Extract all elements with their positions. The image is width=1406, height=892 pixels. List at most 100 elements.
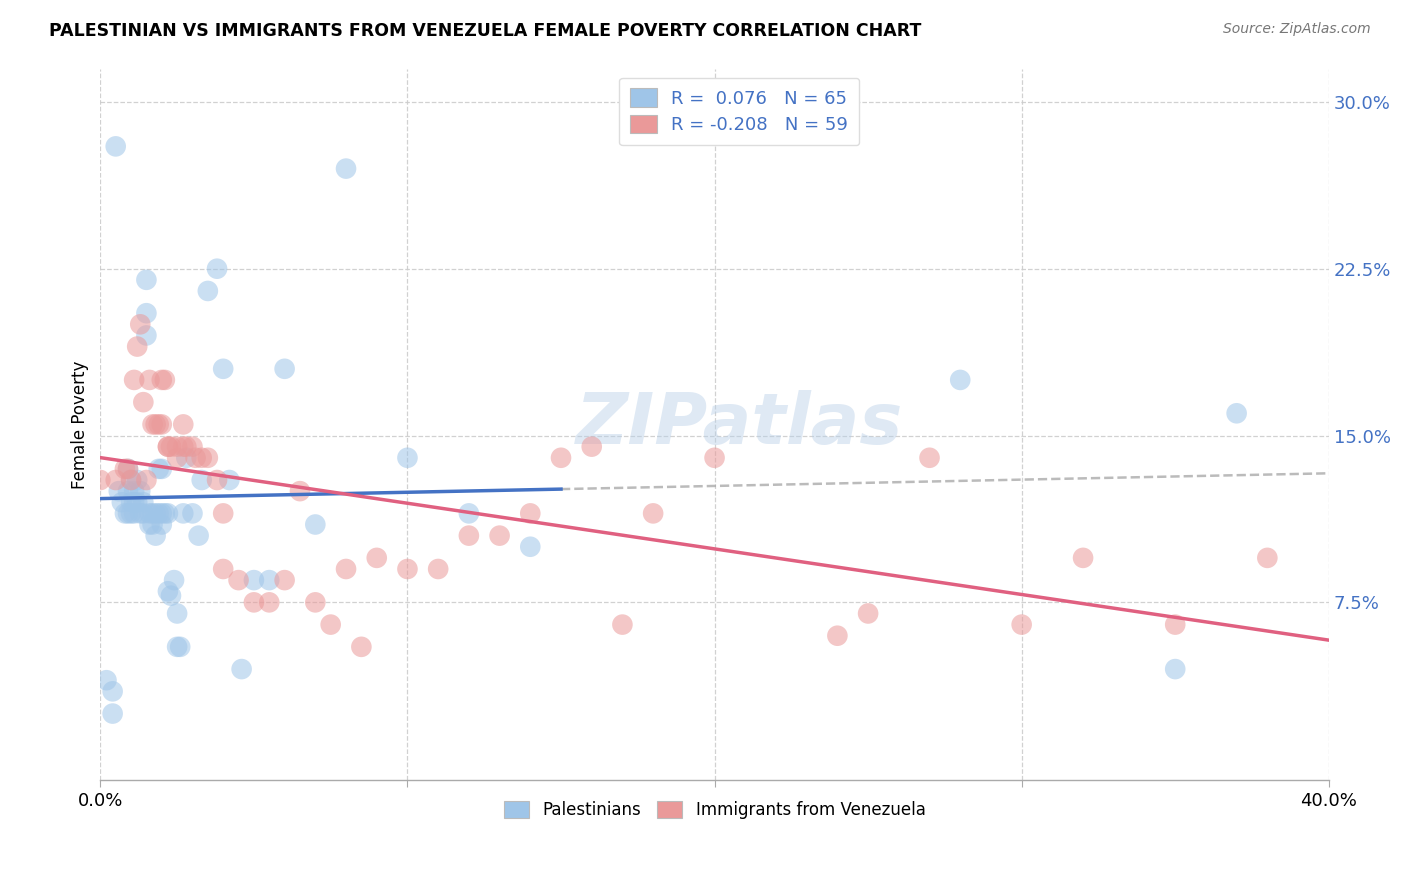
Text: Source: ZipAtlas.com: Source: ZipAtlas.com (1223, 22, 1371, 37)
Point (117, 507, 139, 521)
Point (122, 373, 145, 387)
Point (519, 507, 541, 521)
Point (190, 473, 212, 487)
Point (166, 640, 188, 654)
Point (166, 440, 188, 454)
Point (150, 507, 173, 521)
Point (120, 473, 142, 487)
Point (135, 306, 157, 320)
Point (184, 450, 207, 465)
Point (643, 507, 665, 521)
Point (488, 528, 510, 542)
Point (1011, 617, 1033, 632)
Point (1164, 662, 1187, 676)
Point (212, 507, 235, 521)
Point (142, 417, 165, 432)
Point (129, 318, 152, 332)
Point (304, 595, 326, 609)
Point (89, 473, 111, 487)
Point (96, 673, 118, 688)
Point (138, 373, 160, 387)
Point (120, 507, 142, 521)
Point (304, 517, 326, 532)
Point (457, 528, 479, 542)
Point (366, 550, 388, 565)
Point (117, 462, 139, 476)
Point (1164, 617, 1187, 632)
Point (273, 361, 295, 376)
Point (156, 440, 179, 454)
Point (259, 595, 281, 609)
Point (117, 462, 139, 476)
Point (350, 640, 373, 654)
Point (288, 484, 311, 499)
Point (335, 161, 357, 176)
Point (205, 473, 228, 487)
Point (1226, 406, 1249, 420)
Point (166, 450, 188, 465)
Point (120, 473, 142, 487)
Point (104, 139, 127, 153)
Point (150, 373, 173, 387)
Point (176, 450, 198, 465)
Point (335, 562, 357, 576)
Point (212, 562, 235, 576)
Point (111, 495, 134, 509)
Point (114, 462, 136, 476)
Point (827, 629, 849, 643)
Point (145, 528, 167, 542)
Point (231, 662, 253, 676)
Point (205, 261, 228, 276)
Point (153, 373, 176, 387)
Point (918, 450, 941, 465)
Point (703, 450, 725, 465)
Point (218, 473, 240, 487)
Point (132, 495, 155, 509)
Point (163, 573, 186, 587)
Point (856, 607, 879, 621)
Point (156, 507, 179, 521)
Point (153, 507, 176, 521)
Legend: Palestinians, Immigrants from Venezuela: Palestinians, Immigrants from Venezuela (496, 794, 932, 825)
Y-axis label: Female Poverty: Female Poverty (72, 360, 89, 489)
Point (104, 473, 127, 487)
Point (166, 607, 188, 621)
Text: PALESTINIAN VS IMMIGRANTS FROM VENEZUELA FEMALE POVERTY CORRELATION CHART: PALESTINIAN VS IMMIGRANTS FROM VENEZUELA… (49, 22, 921, 40)
Point (1256, 550, 1278, 565)
Text: ZIPatlas: ZIPatlas (575, 390, 903, 458)
Point (612, 617, 634, 632)
Point (142, 517, 165, 532)
Point (142, 507, 165, 521)
Point (187, 528, 209, 542)
Point (145, 417, 167, 432)
Point (135, 273, 157, 287)
Point (457, 507, 479, 521)
Point (122, 484, 145, 499)
Point (259, 573, 281, 587)
Point (148, 462, 170, 476)
Point (190, 450, 212, 465)
Point (243, 573, 266, 587)
Point (127, 340, 149, 354)
Point (228, 573, 250, 587)
Point (160, 440, 183, 454)
Point (114, 507, 136, 521)
Point (132, 395, 155, 409)
Point (120, 495, 142, 509)
Point (519, 540, 541, 554)
Point (1071, 550, 1094, 565)
Point (212, 361, 235, 376)
Point (132, 507, 155, 521)
Point (148, 507, 170, 521)
Point (197, 450, 219, 465)
Point (581, 440, 603, 454)
Point (243, 595, 266, 609)
Point (550, 450, 572, 465)
Point (122, 495, 145, 509)
Point (150, 462, 173, 476)
Point (127, 495, 149, 509)
Point (273, 573, 295, 587)
Point (107, 484, 129, 499)
Point (156, 584, 179, 599)
Point (135, 473, 157, 487)
